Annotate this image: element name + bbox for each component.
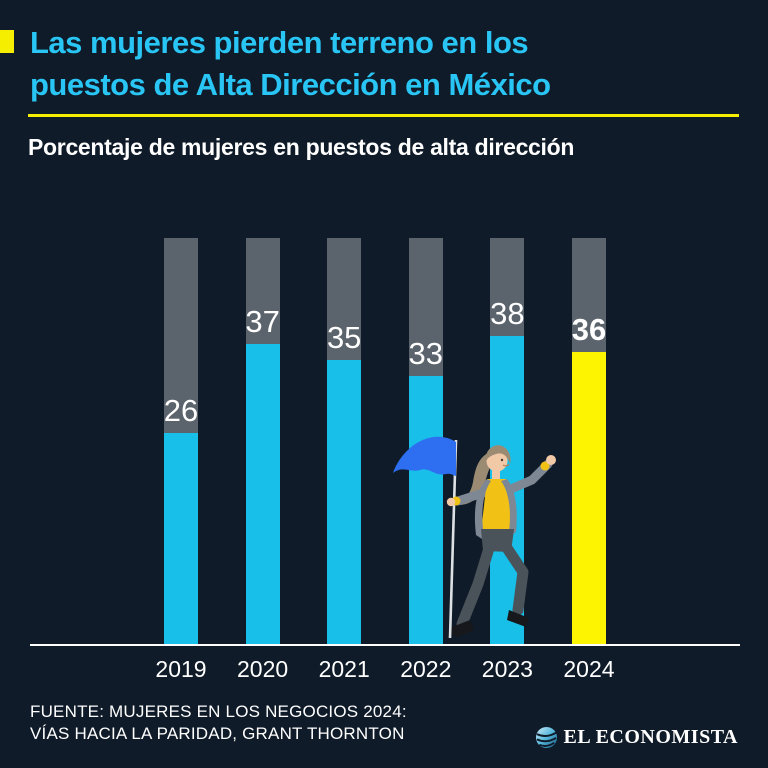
source-line2: VÍAS HACIA LA PARIDAD, GRANT THORNTON xyxy=(30,724,405,743)
bar-fill xyxy=(408,376,443,645)
bar-column: 26 2019 xyxy=(155,238,207,682)
x-tick-label: 2021 xyxy=(318,656,370,682)
bar-fill xyxy=(571,351,606,645)
hair xyxy=(459,452,496,505)
bar-fill xyxy=(327,360,362,645)
page-title: Las mujeres pierden terreno en los puest… xyxy=(30,22,730,106)
smile xyxy=(502,464,510,467)
neck xyxy=(492,468,500,480)
left-shoe xyxy=(452,620,474,637)
bars: 26 2019 37 2020 35 2021 33 2022 38 2023 36 2024 xyxy=(155,238,615,682)
logo-text: EL ECONOMISTA xyxy=(563,726,738,748)
hair-front xyxy=(485,445,511,464)
right-fist xyxy=(546,455,556,465)
source-note: FUENTE: MUJERES EN LOS NEGOCIOS 2024: VÍ… xyxy=(30,701,407,745)
page-title-line1: Las mujeres pierden terreno en los xyxy=(30,25,529,60)
bar-value-label: 36 xyxy=(571,311,607,347)
x-tick-label: 2023 xyxy=(481,656,533,682)
left-hand xyxy=(446,497,456,507)
chart-subtitle: Porcentaje de mujeres en puestos de alta… xyxy=(28,134,575,160)
bar-column: 37 2020 xyxy=(237,238,288,682)
el-economista-logo: EL ECONOMISTA xyxy=(535,726,739,749)
right-leg xyxy=(499,539,529,616)
bar-value-label: 38 xyxy=(490,295,525,331)
page-title-line2: puestos de Alta Dirección en México xyxy=(30,67,551,102)
jacket-right xyxy=(501,479,517,538)
head xyxy=(486,450,508,472)
vest xyxy=(481,479,514,538)
right-cuff xyxy=(540,461,550,471)
left-leg xyxy=(456,539,496,630)
right-shoe xyxy=(507,610,529,627)
flag xyxy=(393,436,456,476)
x-axis-line xyxy=(30,644,740,646)
eye xyxy=(500,458,504,462)
bar-value-label: 37 xyxy=(245,303,280,339)
x-tick-label: 2019 xyxy=(155,656,207,682)
accent-square xyxy=(0,30,14,53)
title-divider xyxy=(28,114,739,117)
bar-value-label: 26 xyxy=(163,393,199,429)
source-line1: FUENTE: MUJERES EN LOS NEGOCIOS 2024: xyxy=(30,702,407,721)
globe-icon xyxy=(535,726,557,749)
x-tick-label: 2020 xyxy=(237,656,289,682)
bar-fill xyxy=(245,343,280,645)
x-tick-label: 2024 xyxy=(563,656,615,682)
bar-column: 35 2021 xyxy=(319,238,370,682)
bar-value-label: 35 xyxy=(326,320,362,356)
bar-value-label: 33 xyxy=(408,336,444,372)
bar-column: 36 2024 xyxy=(563,238,615,682)
woman-with-flag-illustration xyxy=(393,436,556,639)
x-tick-label: 2022 xyxy=(400,656,452,682)
bar-fill xyxy=(164,433,198,645)
jacket-left xyxy=(474,479,491,541)
